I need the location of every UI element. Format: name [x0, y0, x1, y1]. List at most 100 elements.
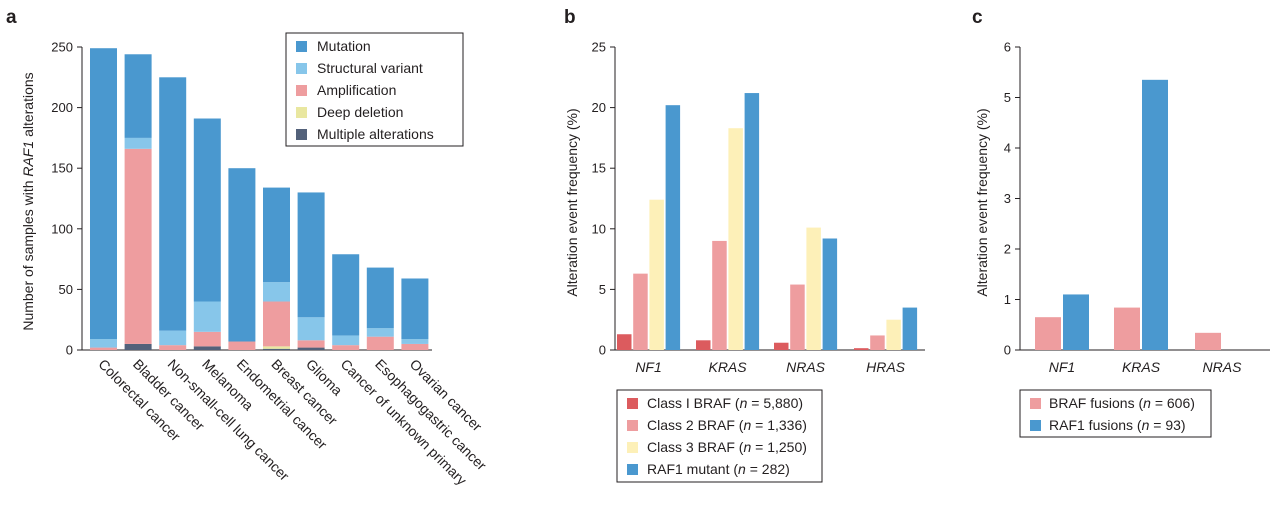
legend-c: BRAF fusions (n = 606) RAF1 fusions (n = … [1019, 389, 1212, 438]
bar-a-non-small-cell-lung-cancer-amplification [159, 345, 187, 350]
legend-label-b-class3: Class 3 BRAF (n = 1,250) [647, 439, 807, 455]
bar-b-kras-class3 [728, 128, 743, 350]
legend-label-b-class2: Class 2 BRAF (n = 1,336) [647, 417, 807, 433]
legend-swatch-b-class1 [627, 398, 638, 409]
bar-a-colorectal-cancer-structural-variant [90, 339, 117, 348]
legend-swatch-b-class2 [627, 420, 638, 431]
bar-b-nf1-class3 [649, 199, 664, 350]
legend-box-c [1019, 389, 1212, 438]
bar-b-hras-class2 [870, 335, 885, 350]
legend-b: Class I BRAF (n = 5,880) Class 2 BRAF (n … [616, 389, 823, 483]
bar-b-hras-raf1 [902, 307, 918, 350]
panel-letter-c: c [972, 7, 983, 28]
legend-swatch-a-multiple-alterations [296, 129, 307, 140]
y-tick-label-a-100: 100 [51, 221, 73, 236]
y-tick-label-a-200: 200 [51, 100, 73, 115]
bar-a-cancer-of-unknown-primary-structural-variant [332, 335, 360, 346]
bar-a-esophagogastric-cancer-mutation [366, 267, 394, 329]
x-label-b-nf1: NF1 [635, 359, 661, 375]
bar-a-non-small-cell-lung-cancer-structural-variant [159, 330, 187, 346]
bar-b-nf1-raf1 [665, 105, 681, 351]
bar-b-nf1-class1 [617, 334, 632, 350]
bar-c-kras-class2 [1114, 307, 1140, 350]
bar-a-bladder-cancer-amplification [124, 148, 152, 344]
y-tick-label-a-50: 50 [59, 282, 73, 297]
y-tick-label-a-250: 250 [51, 40, 73, 55]
bar-a-colorectal-cancer-amplification [90, 347, 117, 350]
legend-label-a-amplification: Amplification [317, 82, 396, 98]
bar-b-nras-class2 [790, 284, 805, 350]
legend-label-a-deep-deletion: Deep deletion [317, 104, 403, 120]
bar-a-breast-cancer-mutation [263, 187, 290, 283]
y-tick-label-c-1: 1 [1004, 292, 1011, 307]
x-label-b-nras: NRAS [786, 359, 826, 375]
legend-swatch-a-amplification [296, 85, 307, 96]
bar-a-glioma-multiple-alterations [297, 347, 325, 350]
bar-b-nras-raf1 [822, 238, 838, 350]
bar-a-ovarian-cancer-structural-variant [401, 339, 429, 344]
legend-label-c-raf1: RAF1 fusions (n = 93) [1049, 417, 1186, 433]
bar-a-esophagogastric-cancer-amplification [366, 336, 394, 350]
bar-a-glioma-structural-variant [297, 317, 325, 341]
legend-swatch-b-raf1 [627, 464, 638, 475]
x-label-c-nras: NRAS [1203, 359, 1243, 375]
bar-a-breast-cancer-amplification [263, 301, 290, 347]
y-tick-label-c-0: 0 [1004, 343, 1011, 358]
bar-b-nf1-class2 [633, 273, 648, 350]
y-axis-title-b: Alteration event frequency (%) [564, 108, 580, 296]
x-label-c-nf1: NF1 [1049, 359, 1075, 375]
bar-a-ovarian-cancer-amplification [401, 343, 429, 350]
y-tick-label-c-4: 4 [1004, 141, 1011, 156]
bar-a-non-small-cell-lung-cancer-mutation [159, 77, 187, 331]
bar-a-glioma-amplification [297, 340, 325, 348]
legend-label-b-class1: Class I BRAF (n = 5,880) [647, 395, 803, 411]
bar-a-endometrial-cancer-amplification [228, 341, 256, 350]
y-tick-label-c-6: 6 [1004, 40, 1011, 55]
bar-b-nras-class3 [806, 227, 821, 350]
bar-c-nf1-raf1 [1063, 294, 1089, 350]
bar-a-endometrial-cancer-mutation [228, 168, 256, 342]
legend-label-b-raf1: RAF1 mutant (n = 282) [647, 461, 790, 477]
bar-a-bladder-cancer-multiple-alterations [124, 343, 152, 350]
legend-label-a-multiple-alterations: Multiple alterations [317, 126, 434, 142]
bar-a-esophagogastric-cancer-structural-variant [366, 328, 394, 337]
bar-a-bladder-cancer-mutation [124, 54, 152, 138]
y-tick-label-b-20: 20 [592, 100, 606, 115]
legend-label-c-class2: BRAF fusions (n = 606) [1049, 395, 1195, 411]
legend-box-b [616, 389, 823, 483]
y-tick-label-b-25: 25 [592, 40, 606, 55]
y-axis-title-a: Number of samples with RAF1 alterations [20, 72, 36, 330]
bar-a-colorectal-cancer-mutation [90, 48, 117, 340]
y-tick-label-c-5: 5 [1004, 90, 1011, 105]
bar-a-glioma-mutation [297, 192, 325, 318]
bar-b-hras-class1 [854, 348, 869, 350]
y-tick-label-a-0: 0 [66, 343, 73, 358]
y-tick-label-c-3: 3 [1004, 191, 1011, 206]
panel-letter-b: b [564, 7, 576, 28]
legend-a: Mutation Structural variant Amplification D… [285, 32, 464, 147]
bar-a-melanoma-mutation [193, 118, 221, 302]
bar-a-breast-cancer-structural-variant [263, 282, 290, 302]
y-tick-label-b-10: 10 [592, 221, 606, 236]
legend-swatch-a-structural-variant [296, 63, 307, 74]
y-tick-label-b-0: 0 [599, 343, 606, 358]
bar-c-kras-raf1 [1142, 79, 1168, 350]
y-tick-label-c-2: 2 [1004, 242, 1011, 257]
legend-swatch-a-deep-deletion [296, 107, 307, 118]
bar-b-hras-class3 [886, 319, 901, 350]
bar-b-kras-class1 [696, 340, 711, 350]
panel-a: a 0 50 100 150 200 250 Number of samples with R… [6, 7, 490, 488]
legend-box-a [285, 32, 464, 147]
bar-a-melanoma-structural-variant [193, 301, 221, 332]
bar-a-breast-cancer-multiple-alterations [263, 348, 290, 350]
bar-b-nras-class1 [774, 342, 789, 350]
panel-b: b 0 5 10 15 20 25 Alteration event frequency (%… [564, 7, 925, 483]
legend-swatch-c-class2 [1030, 398, 1041, 409]
bar-a-melanoma-multiple-alterations [193, 346, 221, 350]
legend-label-a-mutation: Mutation [317, 38, 371, 54]
x-label-b-kras: KRAS [708, 359, 747, 375]
bar-b-kras-raf1 [744, 93, 760, 350]
bar-a-bladder-cancer-structural-variant [124, 137, 152, 149]
legend-swatch-b-class3 [627, 442, 638, 453]
